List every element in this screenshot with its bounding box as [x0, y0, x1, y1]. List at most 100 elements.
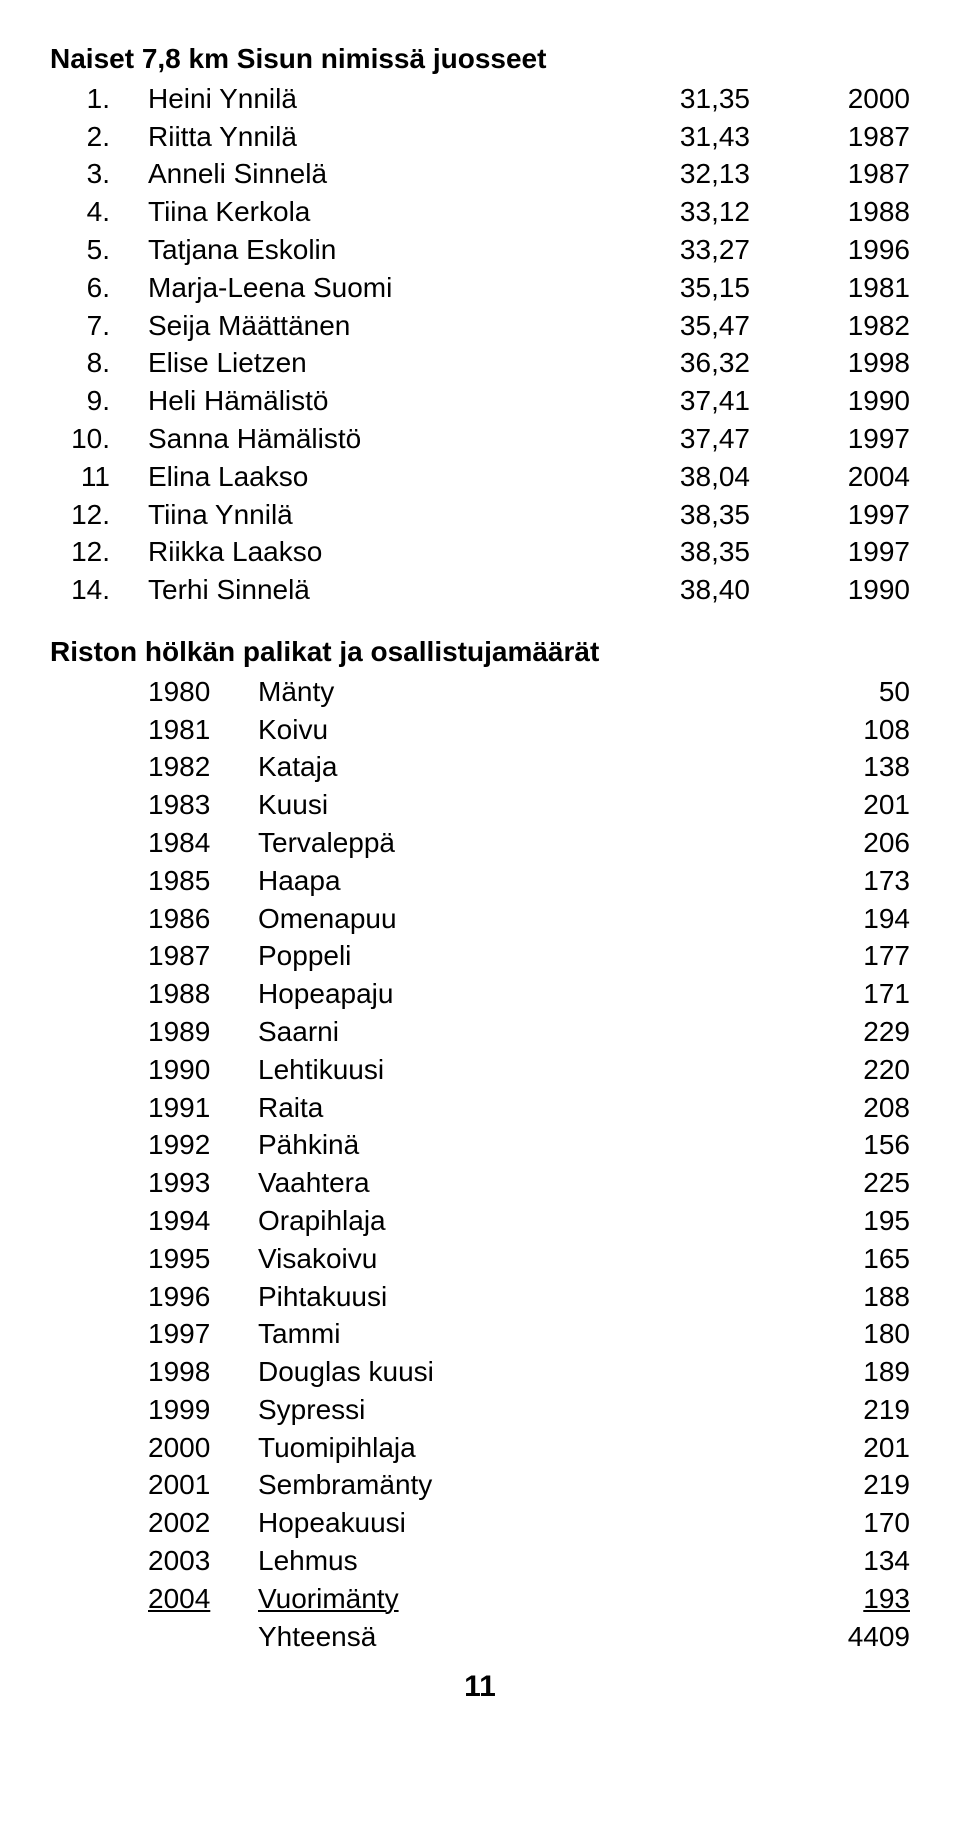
- year: 1997: [750, 496, 910, 534]
- result-row: 14.Terhi Sinnelä38,401990: [50, 571, 910, 609]
- total-row: Yhteensä 4409: [50, 1618, 910, 1656]
- palikka-row: 1986Omenapuu194: [50, 900, 910, 938]
- palikka-year: 1980: [50, 673, 228, 711]
- year: 1987: [750, 155, 910, 193]
- palikka-name: Vuorimänty: [228, 1580, 610, 1618]
- time: 33,27: [630, 231, 750, 269]
- palikka-row: 1984Tervaleppä206: [50, 824, 910, 862]
- result-row: 1.Heini Ynnilä31,352000: [50, 80, 910, 118]
- year: 1987: [750, 118, 910, 156]
- section-women-results: Naiset 7,8 km Sisun nimissä juosseet 1.H…: [50, 40, 910, 609]
- palikka-year: 1984: [50, 824, 228, 862]
- palikka-year: 1998: [50, 1353, 228, 1391]
- time: 37,47: [630, 420, 750, 458]
- palikka-row: 1997Tammi180: [50, 1315, 910, 1353]
- palikka-count: 208: [610, 1089, 910, 1127]
- palikka-row: 2001Sembramänty219: [50, 1466, 910, 1504]
- total-value: 4409: [610, 1618, 910, 1656]
- palikka-count: 180: [610, 1315, 910, 1353]
- palikka-year: 1989: [50, 1013, 228, 1051]
- palikka-name: Douglas kuusi: [228, 1353, 610, 1391]
- rank: 3.: [50, 155, 118, 193]
- runner-name: Seija Määttänen: [118, 307, 630, 345]
- palikka-name: Omenapuu: [228, 900, 610, 938]
- result-row: 8.Elise Lietzen36,321998: [50, 344, 910, 382]
- palikka-year: 1996: [50, 1278, 228, 1316]
- palikka-count: 188: [610, 1278, 910, 1316]
- rank: 14.: [50, 571, 118, 609]
- section-palikat: Riston hölkän palikat ja osallistujamäär…: [50, 633, 910, 1656]
- runner-name: Tiina Kerkola: [118, 193, 630, 231]
- palikka-year: 1997: [50, 1315, 228, 1353]
- palikka-count: 134: [610, 1542, 910, 1580]
- runner-name: Tiina Ynnilä: [118, 496, 630, 534]
- palikka-row: 1981Koivu108: [50, 711, 910, 749]
- runner-name: Riitta Ynnilä: [118, 118, 630, 156]
- palikka-count: 189: [610, 1353, 910, 1391]
- rank: 9.: [50, 382, 118, 420]
- time: 38,04: [630, 458, 750, 496]
- result-row: 10.Sanna Hämälistö37,471997: [50, 420, 910, 458]
- time: 38,35: [630, 533, 750, 571]
- palikka-count: 195: [610, 1202, 910, 1240]
- time: 35,15: [630, 269, 750, 307]
- result-row: 9.Heli Hämälistö37,411990: [50, 382, 910, 420]
- palikka-name: Tervaleppä: [228, 824, 610, 862]
- palikka-name: Saarni: [228, 1013, 610, 1051]
- palikka-count: 177: [610, 937, 910, 975]
- palikka-row: 1993Vaahtera225: [50, 1164, 910, 1202]
- palikka-name: Tammi: [228, 1315, 610, 1353]
- palikka-name: Mänty: [228, 673, 610, 711]
- time: 36,32: [630, 344, 750, 382]
- year: 2000: [750, 80, 910, 118]
- palikka-row: 1980Mänty50: [50, 673, 910, 711]
- runner-name: Heli Hämälistö: [118, 382, 630, 420]
- palikka-count: 165: [610, 1240, 910, 1278]
- runner-name: Anneli Sinnelä: [118, 155, 630, 193]
- result-row: 3.Anneli Sinnelä32,131987: [50, 155, 910, 193]
- year: 1990: [750, 571, 910, 609]
- palikka-year: 1999: [50, 1391, 228, 1429]
- palikka-row: 1991Raita208: [50, 1089, 910, 1127]
- palikka-row: 1989Saarni229: [50, 1013, 910, 1051]
- palikka-count: 206: [610, 824, 910, 862]
- palikka-name: Lehtikuusi: [228, 1051, 610, 1089]
- time: 31,35: [630, 80, 750, 118]
- palikka-row: 1994Orapihlaja195: [50, 1202, 910, 1240]
- palikka-count: 194: [610, 900, 910, 938]
- runner-name: Elise Lietzen: [118, 344, 630, 382]
- result-row: 2.Riitta Ynnilä31,431987: [50, 118, 910, 156]
- palikka-year: 1992: [50, 1126, 228, 1164]
- time: 38,40: [630, 571, 750, 609]
- result-row: 11Elina Laakso38,042004: [50, 458, 910, 496]
- palikka-year: 2003: [50, 1542, 228, 1580]
- palikka-row: 1995Visakoivu165: [50, 1240, 910, 1278]
- total-blank: [50, 1618, 228, 1656]
- palikka-row: 1999Sypressi219: [50, 1391, 910, 1429]
- time: 32,13: [630, 155, 750, 193]
- result-row: 12.Tiina Ynnilä38,351997: [50, 496, 910, 534]
- time: 33,12: [630, 193, 750, 231]
- palikka-name: Vaahtera: [228, 1164, 610, 1202]
- palikka-year: 1985: [50, 862, 228, 900]
- rank: 12.: [50, 496, 118, 534]
- time: 35,47: [630, 307, 750, 345]
- rank: 7.: [50, 307, 118, 345]
- palikka-year: 1987: [50, 937, 228, 975]
- palikka-count: 108: [610, 711, 910, 749]
- palikka-name: Pähkinä: [228, 1126, 610, 1164]
- palikka-name: Kuusi: [228, 786, 610, 824]
- palikka-row: 1990Lehtikuusi220: [50, 1051, 910, 1089]
- palikka-year: 2002: [50, 1504, 228, 1542]
- palikka-row: 1987Poppeli177: [50, 937, 910, 975]
- palikka-count: 170: [610, 1504, 910, 1542]
- time: 38,35: [630, 496, 750, 534]
- palikka-count: 201: [610, 786, 910, 824]
- palikka-name: Hopeapaju: [228, 975, 610, 1013]
- palikka-count: 50: [610, 673, 910, 711]
- palikka-row: 2003Lehmus134: [50, 1542, 910, 1580]
- runner-name: Heini Ynnilä: [118, 80, 630, 118]
- palikka-row: 1996Pihtakuusi188: [50, 1278, 910, 1316]
- palikka-name: Raita: [228, 1089, 610, 1127]
- rank: 10.: [50, 420, 118, 458]
